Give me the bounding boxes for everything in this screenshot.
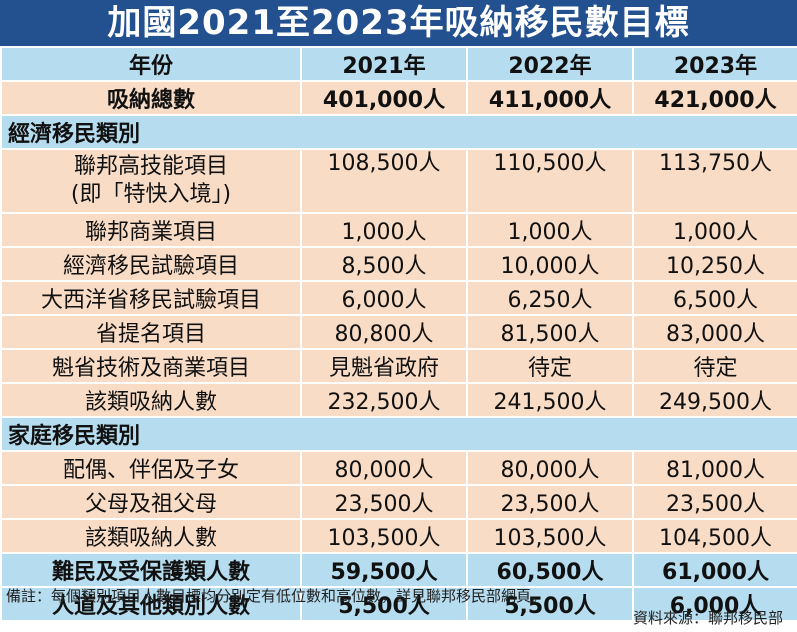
subtotal-row: 該類吸納人數 103,500人 103,500人 104,500人: [0, 518, 797, 554]
table-cell: 6,000人: [632, 586, 797, 622]
table-row: 大西洋省移民試驗項目 6,000人 6,250人 6,500人: [0, 280, 797, 316]
table-cell: 61,000人: [632, 552, 797, 588]
table-cell: 5,500人: [466, 586, 634, 622]
table-cell: 81,500人: [466, 314, 634, 350]
table-cell: 6,500人: [632, 280, 797, 316]
humanitarian-row: 人道及其他類別人數 5,500人 5,500人 6,000人: [0, 586, 797, 622]
row-label: 人道及其他類別人數: [0, 586, 302, 622]
immigration-table: 年份 2021年 2022年 2023年 吸納總數 401,000人 411,0…: [0, 46, 797, 622]
table-cell: 10,000人: [466, 246, 634, 282]
table-row: 省提名項目 80,800人 81,500人 83,000人: [0, 314, 797, 350]
table-row: 聯邦商業項目 1,000人 1,000人 1,000人: [0, 212, 797, 248]
header-cell: 年份: [0, 46, 302, 82]
table-cell: 23,500人: [466, 484, 634, 520]
table-row: 魁省技術及商業項目 見魁省政府 待定 待定: [0, 348, 797, 384]
row-label: 該類吸納人數: [0, 382, 302, 418]
table-cell: 5,500人: [300, 586, 468, 622]
table-cell: 80,000人: [300, 450, 468, 486]
table-cell: 401,000人: [300, 80, 468, 116]
row-label: 難民及受保護類人數: [0, 552, 302, 588]
subtotal-row: 該類吸納人數 232,500人 241,500人 249,500人: [0, 382, 797, 418]
table-cell: 421,000人: [632, 80, 797, 116]
row-label: 父母及祖父母: [0, 484, 302, 520]
row-label: 配偶、伴侶及子女: [0, 450, 302, 486]
table-cell: 1,000人: [632, 212, 797, 248]
table-cell: 80,800人: [300, 314, 468, 350]
table-cell: 60,500人: [466, 552, 634, 588]
row-label: 聯邦高技能項目 (即「特快入境」): [0, 148, 302, 214]
row-label: 大西洋省移民試驗項目: [0, 280, 302, 316]
table-cell: 104,500人: [632, 518, 797, 554]
table-cell: 23,500人: [300, 484, 468, 520]
page-title: 加國2021至2023年吸納移民數目標: [0, 0, 797, 46]
table-cell: 10,250人: [632, 246, 797, 282]
table-cell: 108,500人: [300, 148, 468, 214]
table-cell: 1,000人: [300, 212, 468, 248]
row-label-line2: (即「特快入境」): [70, 182, 232, 207]
table-cell: 59,500人: [300, 552, 468, 588]
table-cell: 249,500人: [632, 382, 797, 418]
table-cell: 待定: [466, 348, 634, 384]
table-row: 聯邦高技能項目 (即「特快入境」) 108,500人 110,500人 113,…: [0, 148, 797, 214]
cell-value: 110,500人: [493, 151, 607, 176]
total-row: 吸納總數 401,000人 411,000人 421,000人: [0, 80, 797, 116]
section-header-row: 家庭移民類別: [0, 416, 797, 452]
table-cell: 見魁省政府: [300, 348, 468, 384]
table-cell: 411,000人: [466, 80, 634, 116]
table-cell: 8,500人: [300, 246, 468, 282]
table-cell: 81,000人: [632, 450, 797, 486]
row-label: 省提名項目: [0, 314, 302, 350]
table-cell: 1,000人: [466, 212, 634, 248]
table-cell: 待定: [632, 348, 797, 384]
cell-value: 108,500人: [327, 151, 441, 176]
section-title: 經濟移民類別: [0, 114, 797, 150]
section-title: 家庭移民類別: [0, 416, 797, 452]
section-header-row: 經濟移民類別: [0, 114, 797, 150]
row-label: 聯邦商業項目: [0, 212, 302, 248]
header-cell: 2022年: [466, 46, 634, 82]
header-cell: 2023年: [632, 46, 797, 82]
row-label: 經濟移民試驗項目: [0, 246, 302, 282]
table-cell: 232,500人: [300, 382, 468, 418]
table-cell: 6,250人: [466, 280, 634, 316]
header-cell: 2021年: [300, 46, 468, 82]
table-row: 父母及祖父母 23,500人 23,500人 23,500人: [0, 484, 797, 520]
table-cell: 83,000人: [632, 314, 797, 350]
row-label: 該類吸納人數: [0, 518, 302, 554]
table-cell: 23,500人: [632, 484, 797, 520]
table-header-row: 年份 2021年 2022年 2023年: [0, 46, 797, 82]
table-row: 經濟移民試驗項目 8,500人 10,000人 10,250人: [0, 246, 797, 282]
table-cell: 103,500人: [300, 518, 468, 554]
row-label-line1: 聯邦高技能項目: [73, 154, 228, 179]
table-cell: 103,500人: [466, 518, 634, 554]
table-cell: 6,000人: [300, 280, 468, 316]
table-cell: 113,750人: [632, 148, 797, 214]
row-label: 魁省技術及商業項目: [0, 348, 302, 384]
table-cell: 80,000人: [466, 450, 634, 486]
row-label: 吸納總數: [0, 80, 302, 116]
source-credit: 資料來源：聯邦移民部: [632, 609, 783, 627]
cell-value: 113,750人: [659, 151, 772, 176]
footnote: 備註：每個類別項目人數目標均分別定有低位數和高位數，詳見聯邦移民部網頁。: [6, 587, 547, 605]
table-row: 配偶、伴侶及子女 80,000人 80,000人 81,000人: [0, 450, 797, 486]
refugee-row: 難民及受保護類人數 59,500人 60,500人 61,000人: [0, 552, 797, 588]
table-cell: 241,500人: [466, 382, 634, 418]
table-cell: 110,500人: [466, 148, 634, 214]
